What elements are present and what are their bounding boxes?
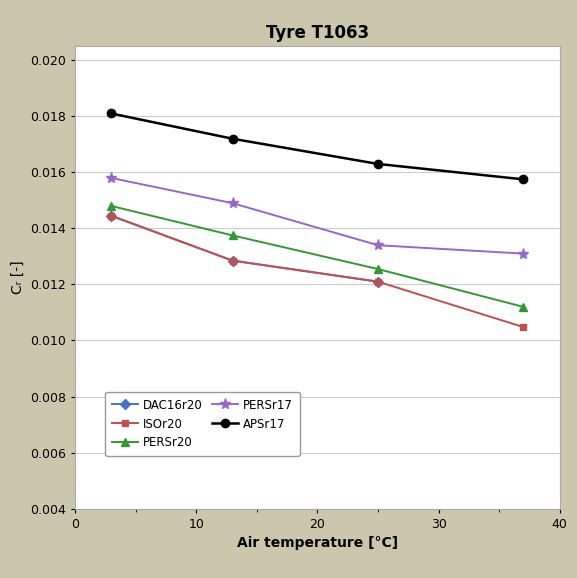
DAC16r20 [374,278,381,285]
PERSr17 [229,200,236,207]
Line: PERSr20: PERSr20 [107,202,527,311]
APSr17 [108,110,115,117]
Y-axis label: Cᵣ [-]: Cᵣ [-] [10,261,24,294]
Legend: DAC16r20, ISOr20, PERSr20, PERSr17, APSr17: DAC16r20, ISOr20, PERSr20, PERSr17, APSr… [105,391,300,457]
Line: DAC16r20: DAC16r20 [108,212,381,285]
Line: ISOr20: ISOr20 [108,212,527,331]
PERSr20 [374,265,381,272]
PERSr20 [520,303,527,310]
Line: PERSr17: PERSr17 [106,172,529,259]
ISOr20 [108,212,115,219]
APSr17 [374,161,381,168]
APSr17 [229,135,236,142]
PERSr17 [108,175,115,181]
DAC16r20 [108,212,115,219]
DAC16r20 [229,257,236,264]
ISOr20 [229,257,236,264]
PERSr20 [108,202,115,209]
PERSr17 [520,250,527,257]
ISOr20 [374,278,381,285]
PERSr17 [374,242,381,249]
APSr17 [520,176,527,183]
Title: Tyre T1063: Tyre T1063 [266,24,369,42]
Line: APSr17: APSr17 [107,109,527,184]
ISOr20 [520,324,527,331]
PERSr20 [229,232,236,239]
X-axis label: Air temperature [°C]: Air temperature [°C] [237,536,398,550]
